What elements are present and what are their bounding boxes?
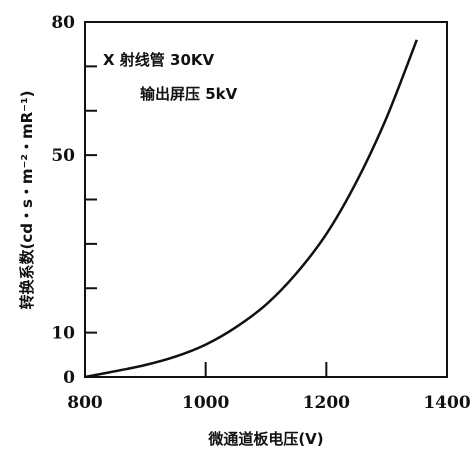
y-tick-label: 0 (63, 368, 75, 388)
y-tick-labels: 0 10 50 80 (51, 13, 75, 388)
x-tick-label: 800 (67, 393, 103, 413)
y-tick-label: 50 (51, 146, 75, 166)
y-axis-title: 转换系数(cd・s・m⁻²・mR⁻¹) (18, 90, 36, 309)
y-tick-label: 10 (51, 324, 75, 344)
x-tick-label: 1200 (303, 393, 350, 413)
x-tick-label: 1400 (423, 393, 470, 413)
x-tick-labels: 800 1000 1200 1400 (67, 362, 471, 413)
y-tick-label: 80 (51, 13, 75, 33)
minor-ticks (85, 65, 97, 334)
annotation-screen-voltage: 输出屏压 5kV (140, 85, 238, 103)
annotation-tube-voltage: X 射线管 30KV (103, 51, 215, 69)
x-axis-title: 微通道板电压(V) (207, 430, 323, 448)
data-line (84, 39, 418, 379)
plot-frame (84, 21, 448, 378)
x-tick-label: 1000 (182, 393, 229, 413)
